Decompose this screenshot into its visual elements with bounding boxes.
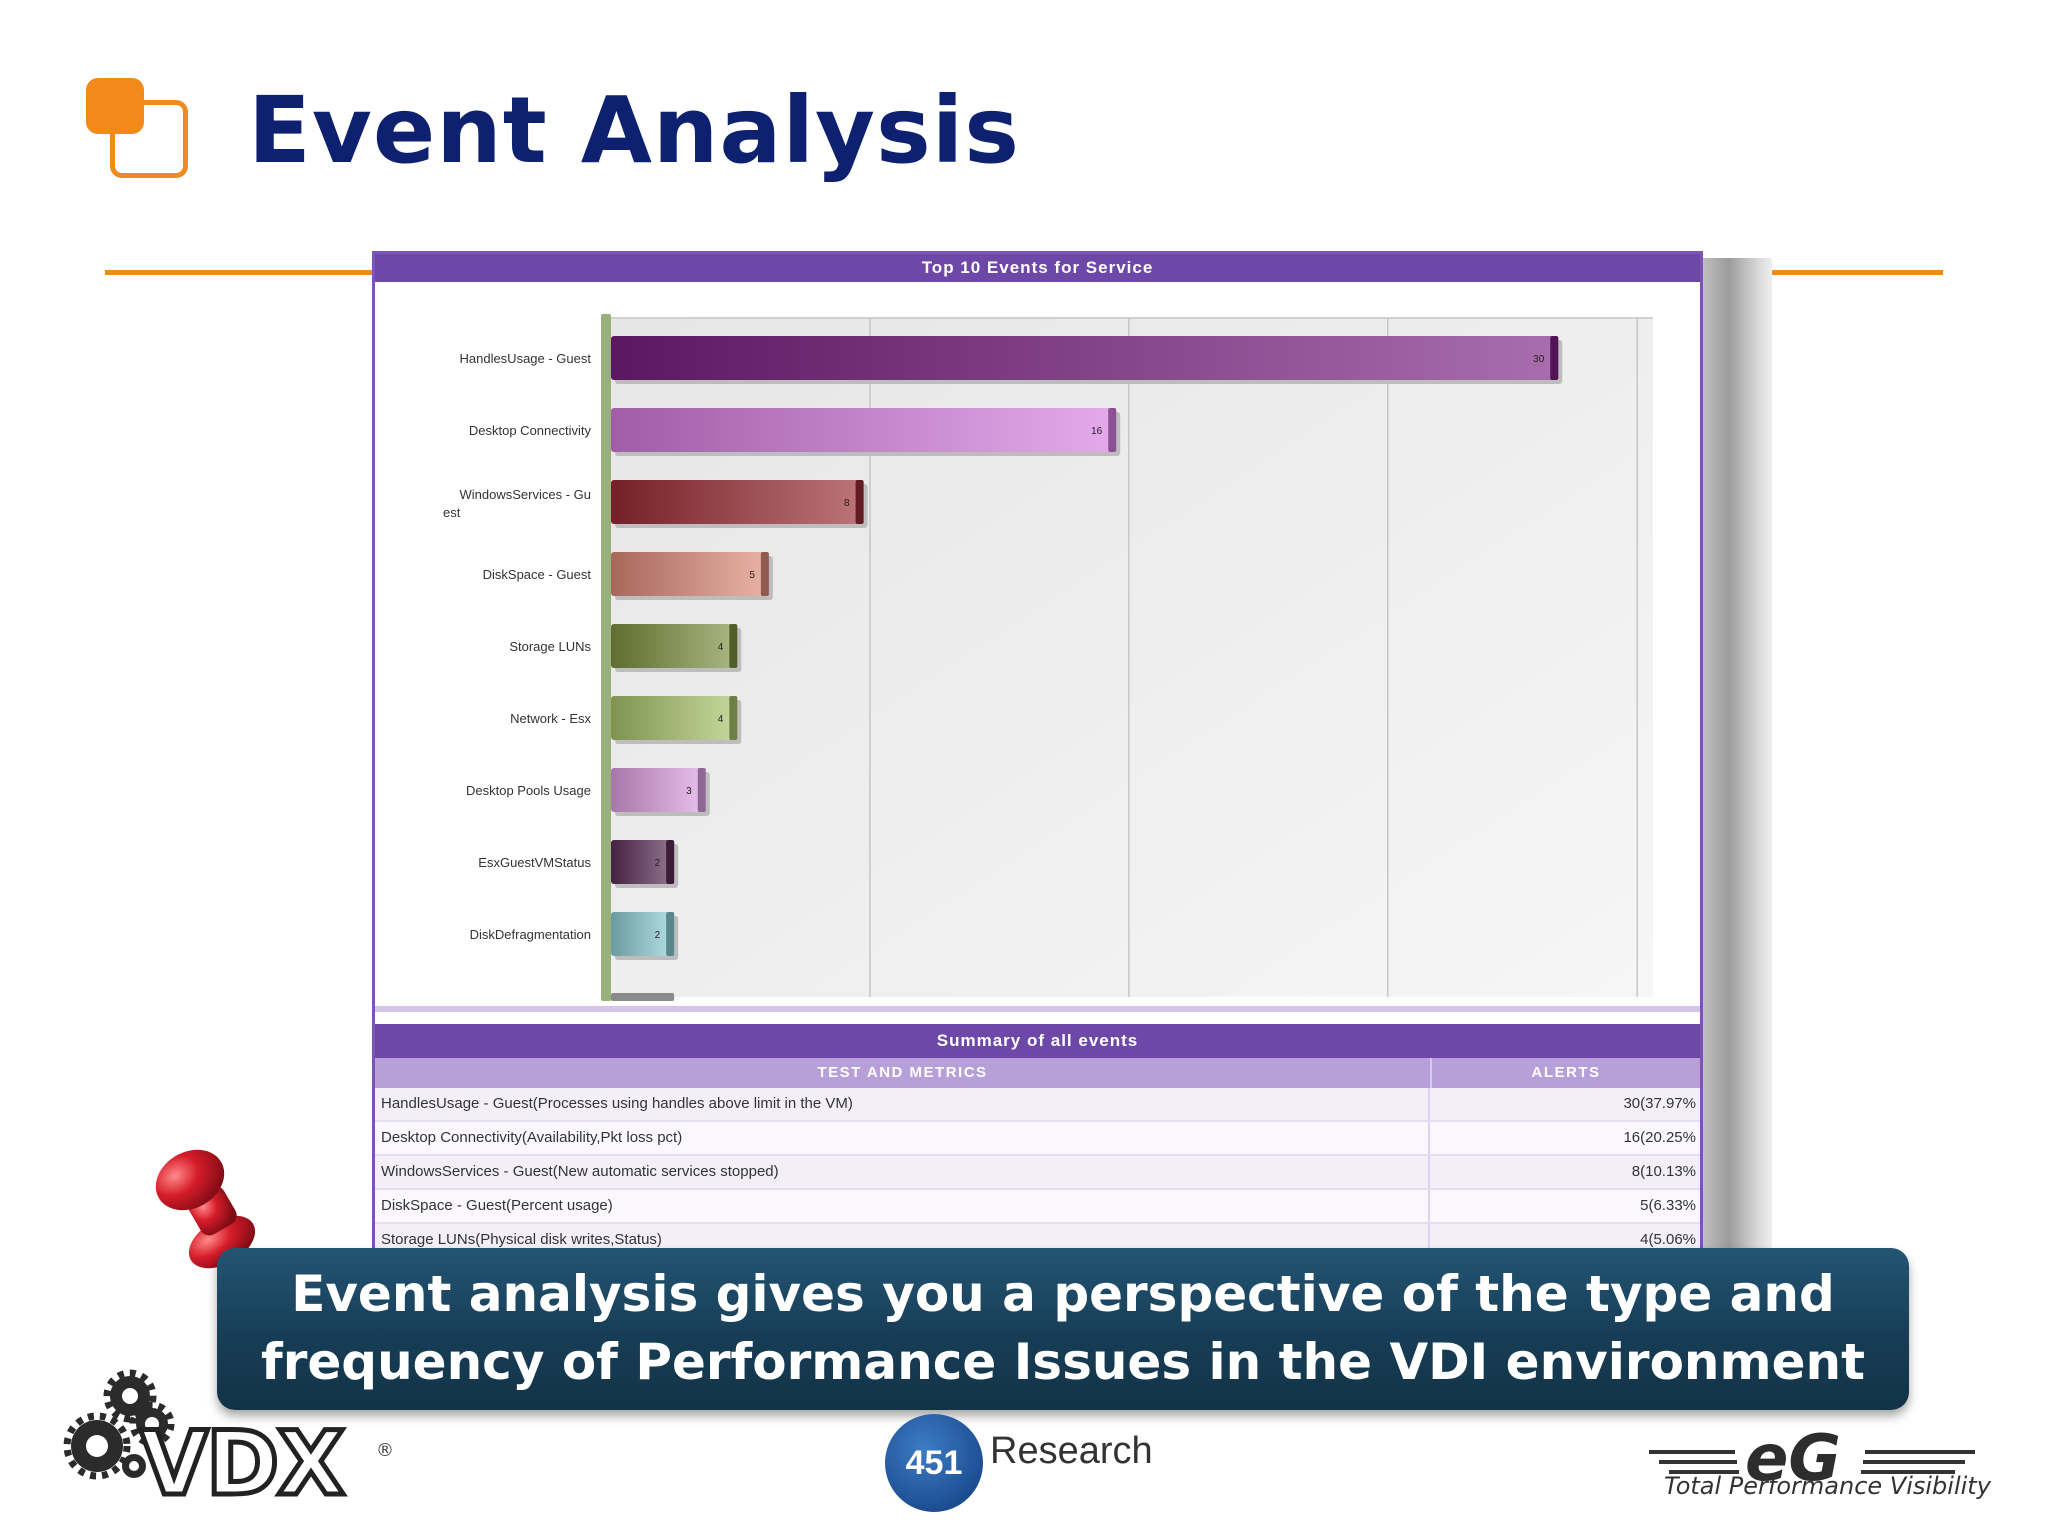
- eg-logo: eG: [1649, 1422, 1975, 1496]
- category-label: WindowsServices - Gu: [460, 487, 591, 502]
- chart-category-axis: [601, 314, 611, 1001]
- table-row: HandlesUsage - Guest(Processes using han…: [375, 1088, 1700, 1122]
- category-label: Network - Esx: [510, 711, 591, 726]
- category-label: EsxGuestVMStatus: [478, 855, 591, 870]
- screenshot-shadow: [1700, 258, 1772, 1268]
- title-bullet-icon: [86, 78, 196, 188]
- row-metric: WindowsServices - Guest(New automatic se…: [375, 1156, 1430, 1188]
- bar-7: [611, 768, 706, 812]
- category-label: Desktop Pools Usage: [466, 783, 591, 798]
- bar-value-label: 16: [1091, 426, 1103, 437]
- eg-logo-text: eG: [1745, 1422, 1841, 1496]
- row-metric: HandlesUsage - Guest(Processes using han…: [375, 1088, 1430, 1120]
- bar-4: [611, 552, 769, 596]
- column-header-test-and-metrics: TEST AND METRICS: [375, 1058, 1432, 1088]
- slide-title: Event Analysis: [248, 77, 1021, 184]
- chart-divider: [375, 1006, 1700, 1012]
- table-row: WindowsServices - Guest(New automatic se…: [375, 1156, 1700, 1190]
- 451-research-logo-text: Research: [990, 1430, 1153, 1472]
- eg-tagline: Total Performance Visibility: [1664, 1472, 1991, 1500]
- summary-column-headers: TEST AND METRICS ALERTS: [375, 1058, 1700, 1088]
- category-label: Storage LUNs: [509, 639, 591, 654]
- table-row: Storage LUNs(Physical disk writes,Status…: [375, 1224, 1700, 1248]
- column-header-alerts: ALERTS: [1531, 1064, 1601, 1081]
- category-label: DiskDefragmentation: [470, 927, 591, 942]
- row-alerts: 4(5.06%: [1640, 1231, 1696, 1248]
- table-row: DiskSpace - Guest(Percent usage) 5(6.33%: [375, 1190, 1700, 1224]
- bar-end-cap: [1550, 336, 1559, 380]
- category-label: DiskSpace - Guest: [483, 567, 592, 582]
- vdx-registered-mark: ®: [376, 1440, 394, 1461]
- bar-end-cap: [760, 552, 769, 596]
- table-row: Desktop Connectivity(Availability,Pkt lo…: [375, 1122, 1700, 1156]
- bar-end-cap: [666, 840, 675, 884]
- row-alerts: 5(6.33%: [1640, 1197, 1696, 1214]
- bar-value-label: 4: [718, 714, 724, 725]
- row-alerts: 16(20.25%: [1623, 1129, 1696, 1146]
- bar-2: [611, 408, 1117, 452]
- top-events-bar-chart: 30 HandlesUsage - Guest 16 Desktop Connecti…: [443, 314, 1653, 1001]
- bar-9: [611, 912, 675, 956]
- bar-value-label: 30: [1533, 354, 1545, 365]
- summary-table: Summary of all events TEST AND METRICS A…: [375, 1024, 1700, 1248]
- 451-research-logo-badge: 451: [885, 1414, 983, 1512]
- bar-value-label: 4: [718, 642, 724, 653]
- category-label: HandlesUsage - Guest: [459, 351, 591, 366]
- vdx-logo-text: VDX: [138, 1411, 348, 1516]
- bar-3: [611, 480, 864, 524]
- summary-header: Summary of all events: [375, 1024, 1700, 1058]
- bar-value-label: 2: [655, 858, 661, 869]
- bar-end-cap: [729, 696, 738, 740]
- vdx-gears-logo: [63, 1369, 175, 1480]
- bar-8: [611, 840, 675, 884]
- bar-6: [611, 696, 738, 740]
- bar-end-cap: [729, 624, 738, 668]
- row-metric: Storage LUNs(Physical disk writes,Status…: [375, 1224, 1430, 1248]
- summary-rows: HandlesUsage - Guest(Processes using han…: [375, 1088, 1700, 1248]
- embedded-report-screenshot: Top 10 Events for Service 30 HandlesUsage…: [372, 251, 1703, 1251]
- bar-end-cap: [666, 912, 675, 956]
- bar-value-label: 5: [749, 570, 755, 581]
- row-alerts: 8(10.13%: [1631, 1163, 1696, 1180]
- bar-value-label: 2: [655, 930, 661, 941]
- bar-end-cap: [1108, 408, 1117, 452]
- category-label: est: [443, 505, 461, 520]
- bar-end-cap: [855, 480, 864, 524]
- bar-10-partial: [611, 993, 675, 1001]
- category-label: Desktop Connectivity: [469, 423, 592, 438]
- bar-value-label: 3: [686, 786, 692, 797]
- bar-end-cap: [697, 768, 706, 812]
- row-alerts: 30(37.97%: [1623, 1095, 1696, 1112]
- chart-panel-header: Top 10 Events for Service: [375, 254, 1700, 282]
- row-metric: Desktop Connectivity(Availability,Pkt lo…: [375, 1122, 1430, 1154]
- callout-banner: Event analysis gives you a perspective o…: [217, 1248, 1909, 1410]
- callout-line-1: Event analysis gives you a perspective o…: [291, 1265, 1835, 1323]
- bar-value-label: 8: [844, 498, 850, 509]
- bar-5: [611, 624, 738, 668]
- bar-1: [611, 336, 1559, 380]
- callout-line-2: frequency of Performance Issues in the V…: [260, 1333, 1866, 1391]
- row-metric: DiskSpace - Guest(Percent usage): [375, 1190, 1430, 1222]
